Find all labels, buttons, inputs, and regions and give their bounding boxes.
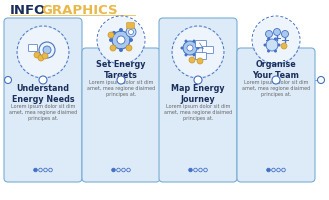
Circle shape <box>98 17 144 63</box>
Circle shape <box>197 58 203 64</box>
Circle shape <box>267 168 270 172</box>
Circle shape <box>282 30 289 38</box>
Circle shape <box>274 37 277 40</box>
Circle shape <box>112 31 116 35</box>
Circle shape <box>129 38 133 42</box>
Circle shape <box>253 17 299 63</box>
Circle shape <box>129 29 134 34</box>
Circle shape <box>183 41 197 55</box>
Circle shape <box>119 48 123 52</box>
Text: Set Energy
Targets: Set Energy Targets <box>96 60 146 80</box>
Circle shape <box>5 76 12 84</box>
Circle shape <box>266 39 278 51</box>
Circle shape <box>126 45 132 51</box>
FancyBboxPatch shape <box>127 23 134 28</box>
Circle shape <box>173 27 223 77</box>
Circle shape <box>126 45 130 49</box>
Circle shape <box>119 28 123 32</box>
Circle shape <box>110 45 116 51</box>
Circle shape <box>112 168 115 172</box>
Circle shape <box>109 38 113 42</box>
Circle shape <box>117 76 125 84</box>
Text: Organise
Your Team: Organise Your Team <box>253 60 299 80</box>
Circle shape <box>108 32 114 38</box>
FancyBboxPatch shape <box>4 18 82 182</box>
Circle shape <box>267 50 270 53</box>
Circle shape <box>34 168 37 172</box>
Circle shape <box>196 46 199 49</box>
Circle shape <box>189 168 192 172</box>
Circle shape <box>272 76 280 84</box>
Circle shape <box>43 46 51 54</box>
Circle shape <box>274 50 277 53</box>
Circle shape <box>273 28 281 36</box>
FancyBboxPatch shape <box>237 48 315 182</box>
Circle shape <box>18 27 68 77</box>
Circle shape <box>189 57 195 63</box>
Circle shape <box>194 76 202 84</box>
Text: Lorem ipsum dolor sit dim
amet, mea regione diaimed
principes at.: Lorem ipsum dolor sit dim amet, mea regi… <box>164 104 232 121</box>
Circle shape <box>192 40 195 43</box>
Text: Lorem ipsum dolor sit dim
amet, mea regione diaimed
principes at.: Lorem ipsum dolor sit dim amet, mea regi… <box>9 104 77 121</box>
Text: Lorem ipsum dolor sit dim
amet, mea regione diaimed
principes at.: Lorem ipsum dolor sit dim amet, mea regi… <box>87 80 155 97</box>
Text: INFO: INFO <box>10 4 46 17</box>
Circle shape <box>42 53 48 59</box>
Circle shape <box>267 37 270 40</box>
Text: Lorem ipsum dolor sit dim
amet, mea regione diaimed
principes at.: Lorem ipsum dolor sit dim amet, mea regi… <box>242 80 310 97</box>
Circle shape <box>126 31 130 35</box>
Text: Map Energy
Journey: Map Energy Journey <box>171 84 225 104</box>
Text: GRAPHICS: GRAPHICS <box>41 4 118 17</box>
Circle shape <box>112 45 116 49</box>
Circle shape <box>266 30 272 38</box>
Circle shape <box>126 27 136 37</box>
Circle shape <box>185 53 188 56</box>
FancyBboxPatch shape <box>82 48 160 182</box>
Circle shape <box>192 53 195 56</box>
Text: Understand
Energy Needs: Understand Energy Needs <box>12 84 74 104</box>
FancyBboxPatch shape <box>195 40 207 47</box>
Circle shape <box>38 55 44 61</box>
Circle shape <box>39 76 47 84</box>
FancyBboxPatch shape <box>203 46 214 53</box>
Circle shape <box>187 45 193 51</box>
Circle shape <box>281 43 287 49</box>
Circle shape <box>185 40 188 43</box>
FancyBboxPatch shape <box>195 52 207 60</box>
Circle shape <box>117 36 125 44</box>
Circle shape <box>317 76 324 84</box>
FancyBboxPatch shape <box>159 18 237 182</box>
Circle shape <box>277 44 281 46</box>
FancyBboxPatch shape <box>29 45 38 51</box>
Circle shape <box>264 44 266 46</box>
Circle shape <box>112 31 130 49</box>
Circle shape <box>34 52 40 58</box>
Circle shape <box>181 46 184 49</box>
